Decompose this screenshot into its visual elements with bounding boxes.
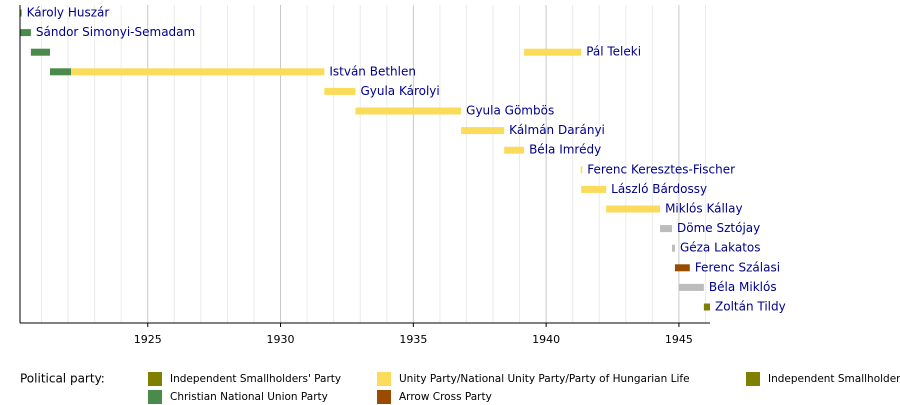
bar-label: István Bethlen	[329, 64, 416, 78]
legend-swatch	[377, 372, 391, 386]
bar	[20, 29, 31, 37]
bar	[678, 283, 704, 291]
legend-label: Independent Smallholders' Party	[768, 373, 900, 385]
x-tick-label: 1930	[267, 333, 295, 346]
legend-label: Arrow Cross Party	[399, 391, 492, 403]
legend-label: Christian National Union Party	[170, 391, 328, 403]
bar-label: Döme Sztójay	[677, 221, 760, 235]
bar	[461, 127, 505, 135]
bar-label: László Bárdossy	[611, 182, 707, 196]
legend-swatch	[148, 372, 162, 386]
bar	[703, 303, 710, 311]
bar	[606, 205, 661, 213]
bar	[660, 225, 673, 233]
bar-label: Miklós Kállay	[665, 202, 743, 216]
bar	[20, 9, 22, 17]
bar	[581, 185, 607, 193]
bar-label: Gyula Gömbös	[466, 104, 554, 118]
bar	[504, 146, 525, 154]
x-tick-label: 1925	[134, 333, 162, 346]
legend-swatch	[148, 390, 162, 404]
bars	[20, 9, 710, 311]
legend-swatch	[377, 390, 391, 404]
labels: 1925 1930 1935 1940 1945 Károly Huszár Sándor …	[27, 6, 786, 347]
x-tick-label: 1945	[665, 333, 693, 346]
bar-label: Béla Miklós	[709, 280, 777, 294]
bar	[524, 48, 582, 56]
legend-label: Unity Party/National Unity Party/Party o…	[399, 373, 690, 385]
legend-label: Independent Smallholders' Party	[170, 373, 341, 385]
legend: Independent Smallholders' Party Christian…	[148, 372, 900, 404]
bar-label: Gyula Károlyi	[360, 84, 439, 98]
x-tick-label: 1935	[399, 333, 427, 346]
bar	[50, 68, 71, 76]
bar-label: Béla Imrédy	[529, 143, 601, 157]
bar-label: Zoltán Tildy	[715, 300, 786, 314]
bar-label: Ferenc Szálasi	[695, 260, 780, 274]
bar-label: Ferenc Keresztes-Fischer	[587, 162, 735, 176]
bar	[30, 48, 51, 56]
bar-label: Károly Huszár	[27, 6, 110, 20]
grid	[41, 5, 706, 327]
legend-swatch	[746, 372, 760, 386]
bar	[70, 68, 325, 76]
bar	[672, 244, 675, 252]
bar-label: Pál Teleki	[586, 45, 641, 59]
bar-label: Sándor Simonyi-Semadam	[36, 25, 195, 39]
bar	[355, 107, 462, 115]
x-tick-label: 1940	[532, 333, 560, 346]
bar-label: Géza Lakatos	[680, 241, 761, 255]
legend-title: Political party:	[20, 372, 105, 386]
bar	[324, 87, 356, 95]
bar	[580, 166, 583, 174]
bar	[674, 264, 690, 272]
bar-label: Kálmán Darányi	[509, 123, 605, 137]
